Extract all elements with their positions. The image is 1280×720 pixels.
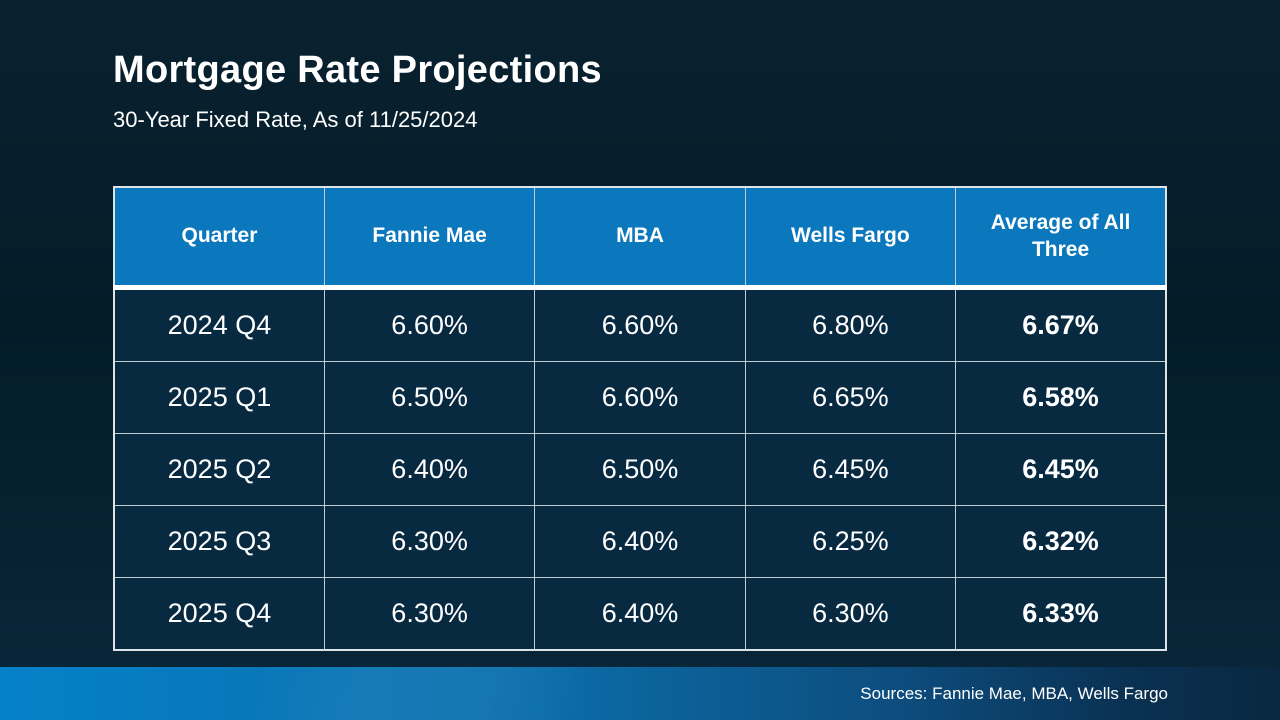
cell-mba: 6.60%: [534, 287, 746, 362]
cell-quarter: 2024 Q4: [113, 287, 325, 362]
col-header-fannie-mae: Fannie Mae: [323, 186, 536, 290]
table-header: Quarter Fannie Mae MBA Wells Fargo Avera…: [113, 186, 1167, 290]
cell-wells-fargo: 6.65%: [744, 361, 957, 434]
col-header-fannie-mae-label: Fannie Mae: [372, 224, 487, 248]
cell-wells-fargo: 6.25%: [744, 505, 957, 578]
cell-fannie-mae: 6.40%: [323, 433, 536, 506]
col-header-average-label: Average of All Three: [990, 211, 1131, 261]
source-note: Sources: Fannie Mae, MBA, Wells Fargo: [860, 684, 1168, 703]
cell-wells-fargo: 6.45%: [744, 433, 957, 506]
table-row: 2025 Q4 6.30% 6.40% 6.30% 6.33%: [113, 577, 1167, 651]
col-header-quarter: Quarter: [113, 186, 325, 290]
col-header-mba-label: MBA: [616, 224, 664, 248]
page-subtitle: 30-Year Fixed Rate, As of 11/25/2024: [113, 107, 478, 132]
cell-mba: 6.50%: [534, 433, 746, 506]
cell-average: 6.45%: [955, 433, 1167, 506]
table-row: 2025 Q3 6.30% 6.40% 6.25% 6.32%: [113, 505, 1167, 578]
cell-mba: 6.60%: [534, 361, 746, 434]
col-header-wells-fargo-label: Wells Fargo: [791, 224, 910, 248]
table-row: 2025 Q1 6.50% 6.60% 6.65% 6.58%: [113, 361, 1167, 434]
cell-quarter: 2025 Q2: [113, 433, 325, 506]
table-body: 2024 Q4 6.60% 6.60% 6.80% 6.67% 2025 Q1 …: [113, 287, 1167, 651]
cell-quarter: 2025 Q1: [113, 361, 325, 434]
table-header-row: Quarter Fannie Mae MBA Wells Fargo Avera…: [113, 186, 1167, 290]
col-header-mba: MBA: [534, 186, 746, 290]
cell-mba: 6.40%: [534, 505, 746, 578]
mortgage-rate-projections-table: Quarter Fannie Mae MBA Wells Fargo Avera…: [113, 186, 1167, 651]
cell-wells-fargo: 6.80%: [744, 287, 957, 362]
col-header-average: Average of All Three: [955, 186, 1167, 290]
table-row: 2024 Q4 6.60% 6.60% 6.80% 6.67%: [113, 287, 1167, 362]
cell-fannie-mae: 6.30%: [323, 577, 536, 651]
cell-average: 6.67%: [955, 287, 1167, 362]
cell-mba: 6.40%: [534, 577, 746, 651]
footer-gradient-bar: Sources: Fannie Mae, MBA, Wells Fargo: [0, 667, 1280, 720]
col-header-quarter-label: Quarter: [181, 224, 258, 248]
cell-average: 6.58%: [955, 361, 1167, 434]
cell-quarter: 2025 Q3: [113, 505, 325, 578]
cell-quarter: 2025 Q4: [113, 577, 325, 651]
cell-fannie-mae: 6.50%: [323, 361, 536, 434]
cell-average: 6.32%: [955, 505, 1167, 578]
cell-fannie-mae: 6.60%: [323, 287, 536, 362]
col-header-wells-fargo: Wells Fargo: [744, 186, 957, 290]
page-title: Mortgage Rate Projections: [113, 49, 602, 91]
cell-wells-fargo: 6.30%: [744, 577, 957, 651]
cell-average: 6.33%: [955, 577, 1167, 651]
cell-fannie-mae: 6.30%: [323, 505, 536, 578]
table-row: 2025 Q2 6.40% 6.50% 6.45% 6.45%: [113, 433, 1167, 506]
